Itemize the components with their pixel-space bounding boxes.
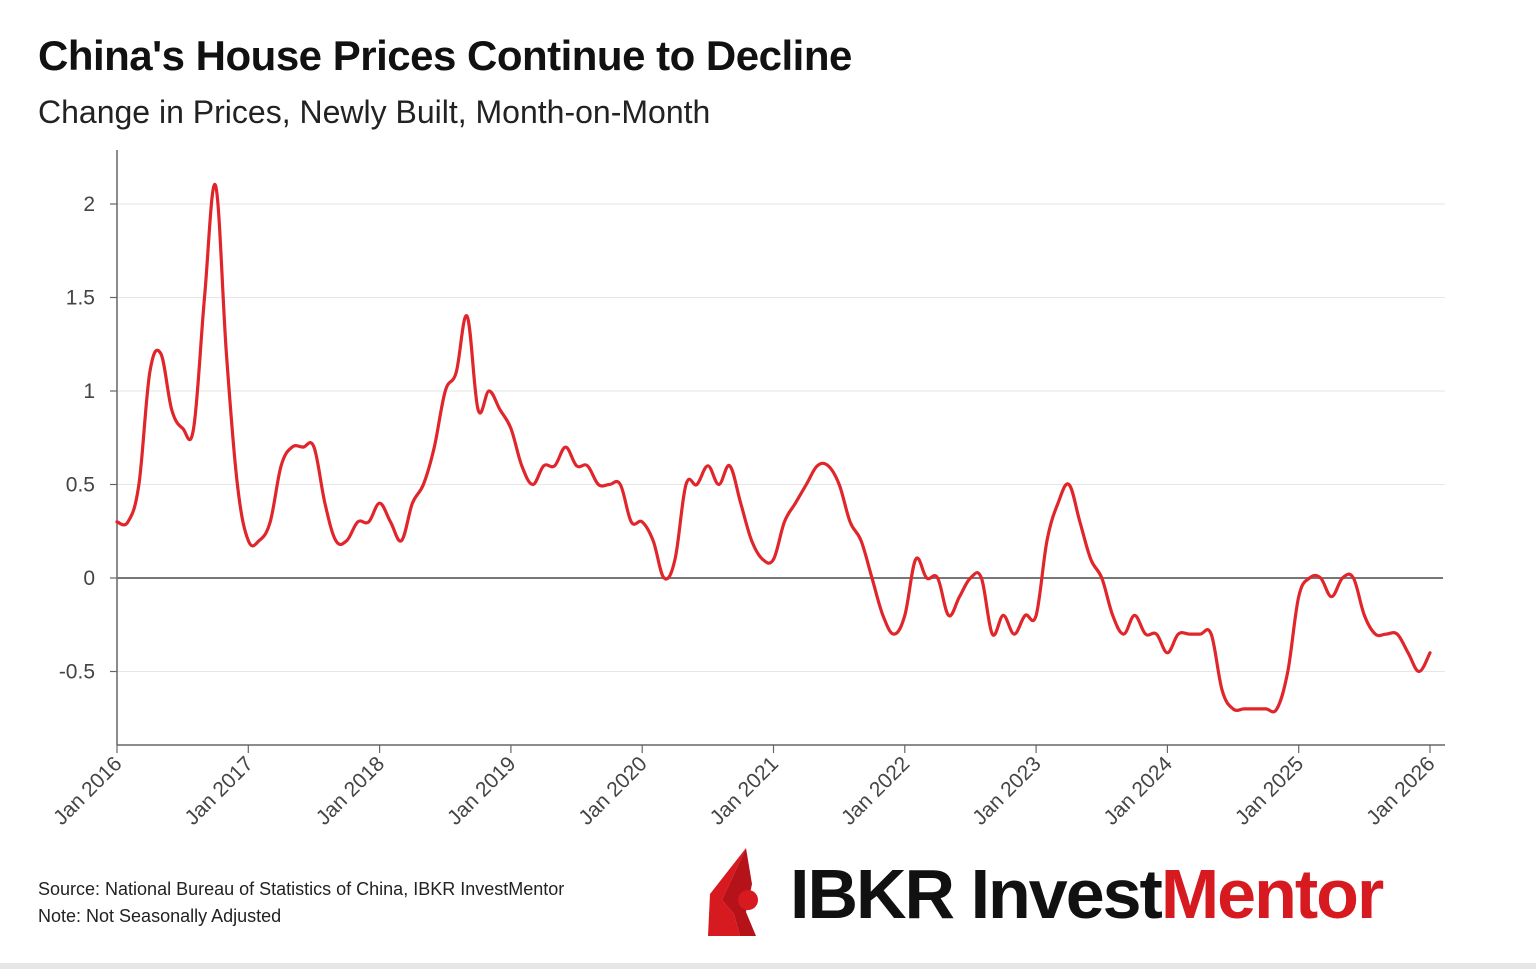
chart-footer: Source: National Bureau of Statistics of… (38, 876, 564, 930)
source-note: Source: National Bureau of Statistics of… (38, 879, 565, 899)
adjustment-note: Note: Not Seasonally Adjusted (38, 906, 282, 926)
ibkr-logo-icon (708, 848, 758, 936)
bottom-scroll-bar (0, 963, 1536, 969)
x-tick-label: Jan 2023 (968, 752, 1045, 829)
chart-title: China's House Prices Continue to Decline (38, 32, 852, 79)
x-tick-label: Jan 2018 (312, 752, 389, 829)
logo-invest-text: Invest (970, 855, 1163, 933)
logo-wordmark: IBKR InvestMentor (790, 854, 1384, 934)
x-tick-label: Jan 2019 (443, 752, 520, 829)
chart-subtitle: Change in Prices, Newly Built, Month-on-… (38, 94, 711, 130)
x-tick-label: Jan 2021 (706, 752, 783, 829)
x-tick-label: Jan 2016 (49, 752, 126, 829)
logo-mentor-text: Mentor (1160, 855, 1384, 933)
y-tick-label: -0.5 (59, 661, 95, 684)
x-tick-label: Jan 2025 (1231, 752, 1308, 829)
y-tick-label: 1.5 (66, 287, 95, 310)
y-tick-label: 1 (83, 380, 95, 403)
y-tick-label: 0 (83, 567, 95, 590)
logo-ibkr-text: IBKR (790, 855, 955, 933)
series-line (115, 182, 1432, 714)
y-tick-label: 0.5 (66, 474, 95, 497)
ibkr-investmentor-logo: IBKR InvestMentor (700, 840, 1480, 945)
y-tick-label: 2 (83, 193, 95, 216)
x-tick-label: Jan 2022 (837, 752, 914, 829)
x-tick-label: Jan 2024 (1100, 752, 1178, 830)
x-tick-label: Jan 2020 (574, 752, 651, 829)
x-tick-label: Jan 2017 (180, 752, 257, 829)
x-tick-label: Jan 2026 (1362, 752, 1439, 829)
